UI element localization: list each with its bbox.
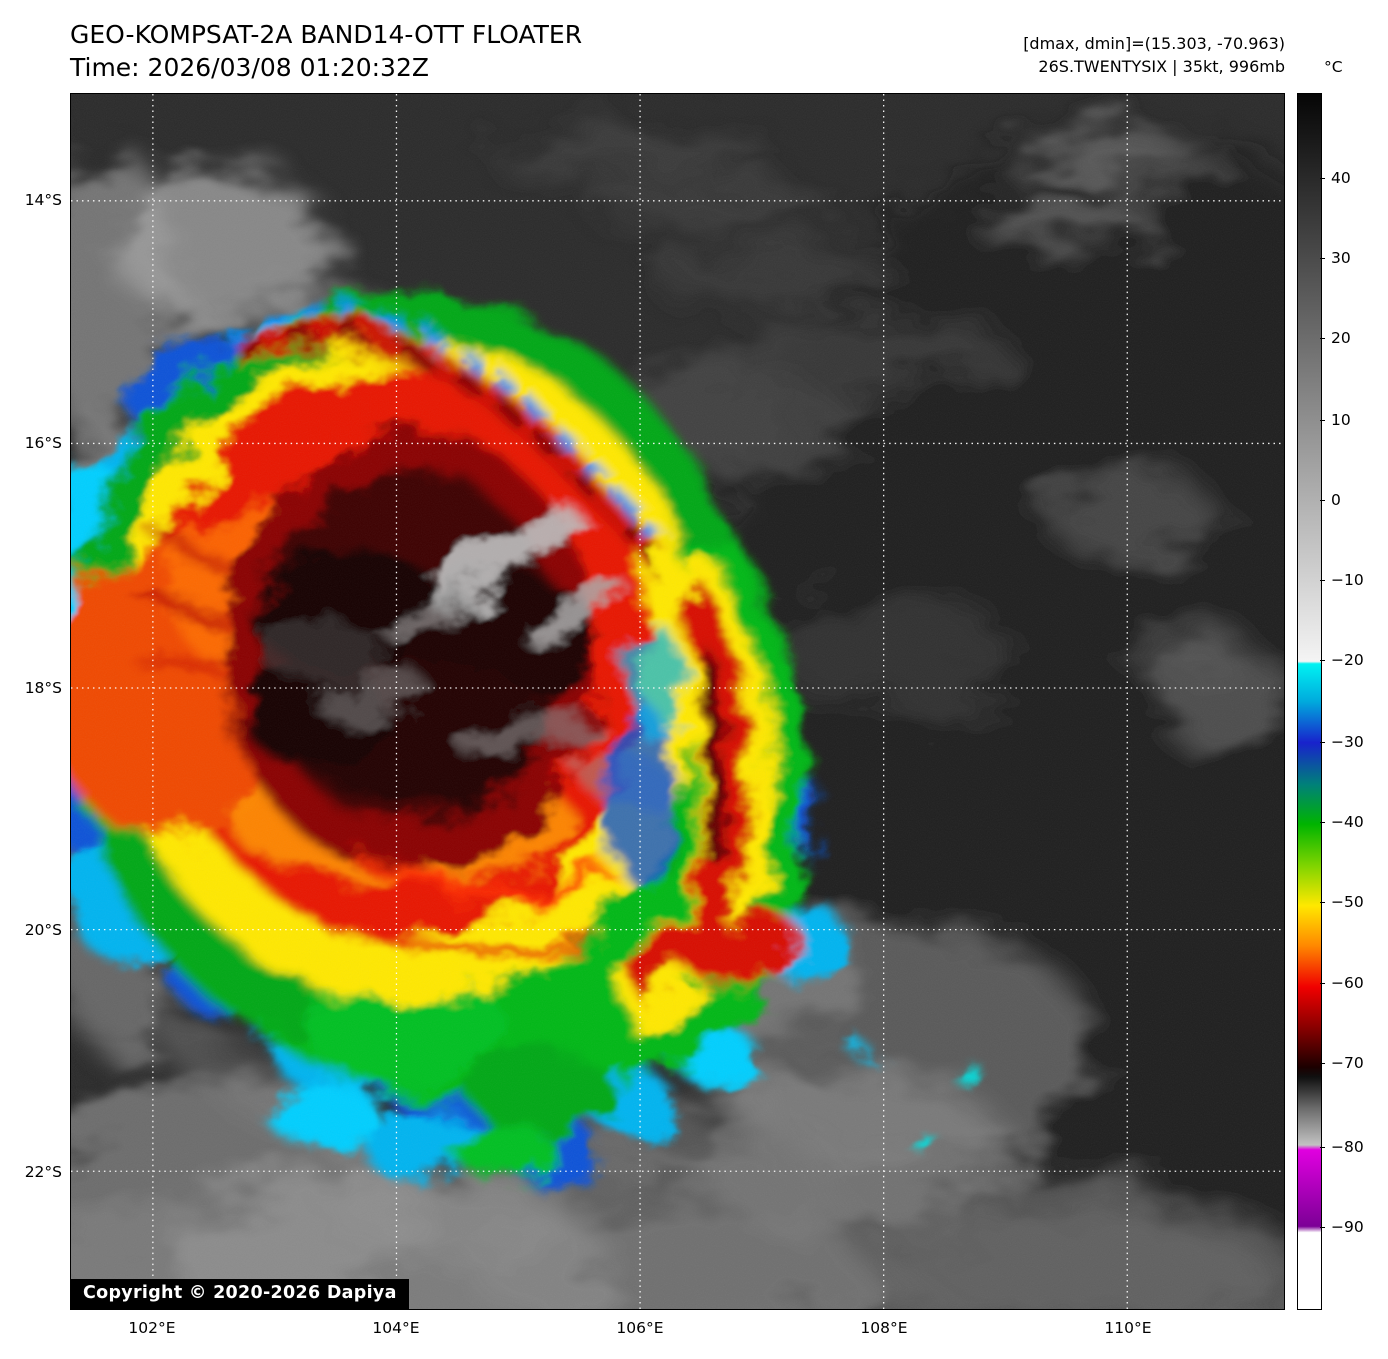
lon-tick-label: 102°E	[128, 1319, 176, 1337]
colorbar-tick-mark	[1320, 660, 1325, 662]
colorbar-tick-mark	[1320, 742, 1325, 744]
colorbar-tick-mark	[1320, 258, 1325, 260]
colorbar-tick-mark	[1320, 500, 1325, 502]
colorbar-tick-label: −40	[1331, 813, 1364, 831]
colorbar-tick-label: −80	[1331, 1138, 1364, 1156]
colorbar-tick-label: −50	[1331, 893, 1364, 911]
colorbar-tick-mark	[1320, 1227, 1325, 1229]
colorbar-tick-mark	[1320, 822, 1325, 824]
colorbar-tick-mark	[1320, 420, 1325, 422]
lat-tick-label: 16°S	[24, 434, 62, 452]
colorbar-unit-label: °C	[1324, 58, 1343, 76]
lat-tick-label: 14°S	[24, 191, 62, 209]
colorbar-gradient	[1298, 94, 1321, 1309]
lon-tick-label: 106°E	[616, 1319, 664, 1337]
header-right-info: [dmax, dmin]=(15.303, -70.963) 26S.TWENT…	[1023, 32, 1285, 78]
colorbar-tick-mark	[1320, 178, 1325, 180]
lat-tick-label: 20°S	[24, 921, 62, 939]
copyright-label: Copyright © 2020-2026 Dapiya	[71, 1279, 409, 1309]
satellite-map: Copyright © 2020-2026 Dapiya	[70, 93, 1285, 1310]
colorbar	[1297, 93, 1322, 1310]
colorbar-tick-label: −60	[1331, 974, 1364, 992]
colorbar-tick-mark	[1320, 902, 1325, 904]
colorbar-tick-mark	[1320, 338, 1325, 340]
lon-tick-label: 108°E	[860, 1319, 908, 1337]
colorbar-tick-mark	[1320, 1147, 1325, 1149]
colorbar-tick-label: −70	[1331, 1054, 1364, 1072]
colorbar-tick-label: −90	[1331, 1218, 1364, 1236]
colorbar-tick-mark	[1320, 1063, 1325, 1065]
graticule-grid-lines	[71, 94, 1284, 1309]
lat-tick-label: 18°S	[24, 679, 62, 697]
colorbar-tick-mark	[1320, 983, 1325, 985]
timestamp-label: Time: 2026/03/08 01:20:32Z	[70, 53, 429, 82]
colorbar-tick-label: 40	[1331, 169, 1351, 187]
lon-tick-label: 110°E	[1104, 1319, 1152, 1337]
dmax-dmin-label: [dmax, dmin]=(15.303, -70.963)	[1023, 34, 1285, 53]
colorbar-tick-label: 10	[1331, 411, 1351, 429]
storm-info-label: 26S.TWENTYSIX | 35kt, 996mb	[1038, 57, 1285, 77]
product-title: GEO-KOMPSAT-2A BAND14-OTT FLOATER	[70, 20, 583, 49]
colorbar-tick-label: 30	[1331, 249, 1351, 267]
colorbar-tick-mark	[1320, 580, 1325, 582]
colorbar-tick-label: 20	[1331, 329, 1351, 347]
lon-tick-label: 104°E	[372, 1319, 420, 1337]
lat-tick-label: 22°S	[24, 1163, 62, 1181]
satellite-image-canvas	[71, 94, 1284, 1309]
colorbar-tick-label: −20	[1331, 651, 1364, 669]
colorbar-tick-label: −10	[1331, 571, 1364, 589]
image-grain	[71, 94, 1284, 1309]
colorbar-tick-label: −30	[1331, 733, 1364, 751]
colorbar-tick-label: 0	[1331, 491, 1341, 509]
